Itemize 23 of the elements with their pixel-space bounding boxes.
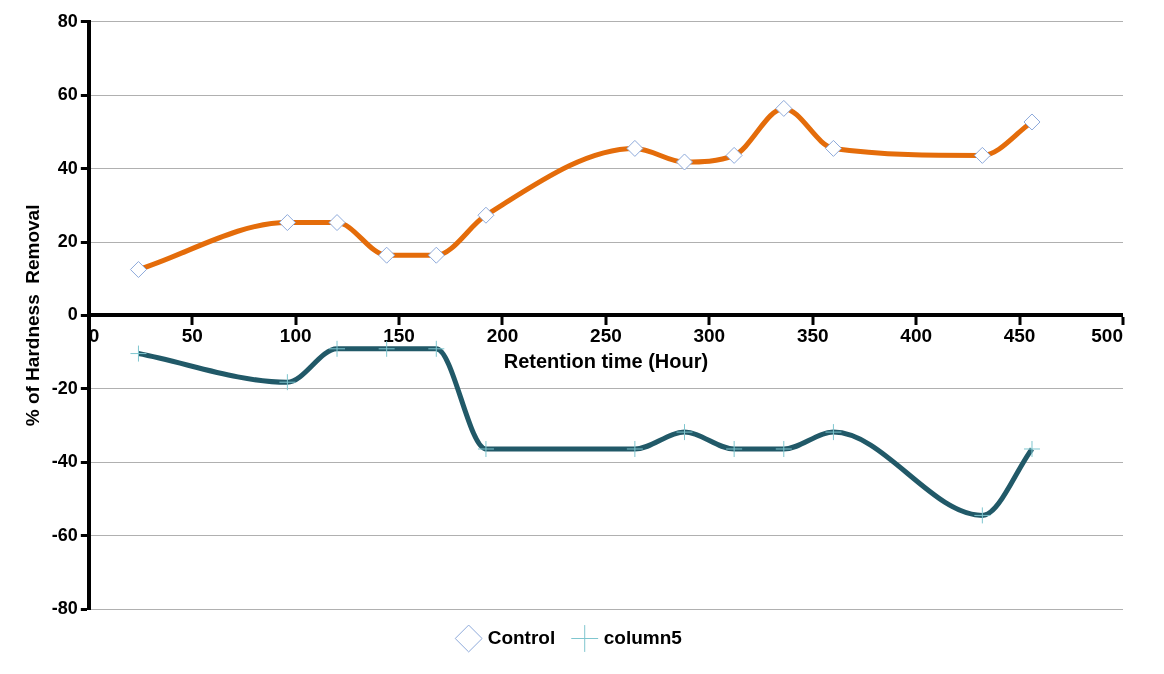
y-tick-label: 40 xyxy=(57,157,78,178)
y-tick-label: -80 xyxy=(51,597,78,618)
x-axis-title: Retention time (Hour) xyxy=(503,349,709,372)
x-tick-label: 150 xyxy=(383,325,415,347)
x-tick-label: 50 xyxy=(181,325,203,347)
y-tick-label: -20 xyxy=(51,377,78,398)
x-tick-label: 450 xyxy=(1003,325,1036,347)
y-tick-label: -60 xyxy=(51,524,78,545)
x-tick-label: 250 xyxy=(590,325,622,347)
y-tick-label: 0 xyxy=(67,304,78,325)
x-tick-label: 400 xyxy=(900,325,933,347)
y-tick-label: -40 xyxy=(51,451,78,472)
x-tick-label: 500 xyxy=(1091,325,1123,347)
y-axis-title: % of Hardness Removal xyxy=(21,204,43,427)
legend-label: column5 xyxy=(603,626,683,648)
x-tick-label: 300 xyxy=(693,325,726,347)
legend-label: Control xyxy=(487,626,556,648)
x-tick-label: 100 xyxy=(279,325,312,347)
y-tick-label: 20 xyxy=(57,230,78,251)
x-tick-label: 200 xyxy=(486,325,519,347)
y-tick-label: 60 xyxy=(57,84,78,105)
y-tick-label: 80 xyxy=(57,10,78,31)
x-tick-label: 350 xyxy=(796,325,829,347)
